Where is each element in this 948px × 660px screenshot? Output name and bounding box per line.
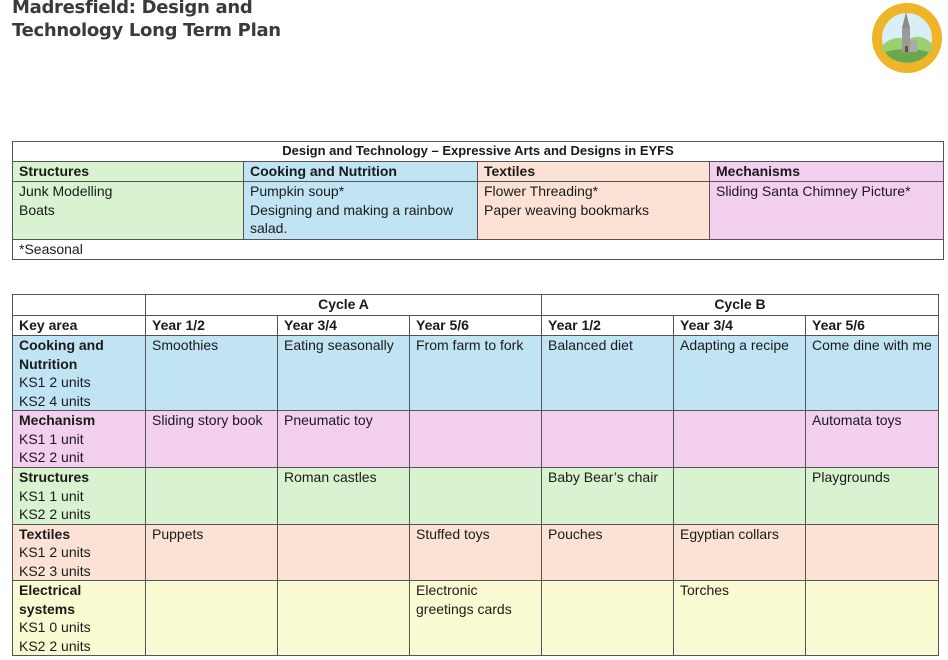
- empty-corner: [12, 294, 146, 316]
- unit-cell: Stuffed toys: [409, 523, 542, 581]
- unit-cell: [805, 580, 939, 656]
- unit-cell: [541, 580, 674, 656]
- unit-cell: Eating seasonally: [277, 335, 410, 411]
- unit-cell: [805, 523, 939, 581]
- key-area-cell: Textiles KS1 2 units KS2 3 units: [12, 523, 146, 581]
- eyfs-activity: Designing and making a rainbow salad.: [250, 201, 454, 237]
- unit-cell: Pouches: [541, 523, 674, 581]
- table-row: Textiles KS1 2 units KS2 3 units Puppets Stu…: [12, 523, 939, 581]
- units-count: KS2 2 units: [19, 637, 91, 654]
- eyfs-title: Design and Technology – Expressive Arts …: [12, 141, 944, 162]
- units-count: KS1 2 units: [19, 374, 91, 390]
- unit-cell: Puppets: [145, 523, 278, 581]
- table-row: Mechanism KS1 1 unit KS2 2 unit Sliding sto…: [12, 410, 939, 468]
- eyfs-activity: Paper weaving bookmarks: [484, 201, 649, 218]
- key-area-name: Electrical systems: [19, 582, 82, 617]
- key-area-header: Key area: [12, 315, 146, 336]
- units-count: KS2 2 unit: [19, 449, 84, 465]
- year-header: Year 1/2: [541, 315, 674, 336]
- eyfs-heading: Textiles: [477, 161, 710, 182]
- title-line: Technology Long Term Plan: [12, 20, 281, 41]
- unit-cell: [673, 467, 806, 525]
- unit-cell: [145, 467, 278, 525]
- year-header: Year 3/4: [277, 315, 410, 336]
- cycle-b-header: Cycle B: [541, 294, 939, 316]
- unit-cell: [145, 580, 278, 656]
- year-header: Year 5/6: [409, 315, 542, 336]
- table-row: Electrical systems KS1 0 units KS2 2 units…: [12, 580, 939, 656]
- eyfs-activities: Sliding Santa Chimney Picture*: [709, 181, 944, 240]
- eyfs-heading: Structures: [12, 161, 244, 182]
- year-header: Year 3/4: [673, 315, 806, 336]
- units-count: KS2 3 units: [19, 562, 91, 579]
- units-count: KS1 1 unit: [19, 430, 84, 447]
- eyfs-heading: Cooking and Nutrition: [243, 161, 478, 182]
- eyfs-activity: Junk Modelling: [19, 183, 113, 199]
- unit-cell: Torches: [673, 580, 806, 656]
- year-header: Year 5/6: [805, 315, 939, 336]
- unit-cell: [541, 410, 674, 468]
- eyfs-heading: Mechanisms: [709, 161, 944, 182]
- year-header: Year 1/2: [145, 315, 278, 336]
- unit-cell: Roman castles: [277, 467, 410, 525]
- unit-cell: [277, 523, 410, 581]
- unit-cell: Come dine with me: [805, 335, 939, 411]
- unit-cell: [409, 467, 542, 525]
- unit-cell: [673, 410, 806, 468]
- title-line: Madresfield: Design and: [12, 0, 253, 18]
- key-area-name: Cooking and Nutrition: [19, 337, 104, 372]
- unit-cell: [409, 410, 542, 468]
- eyfs-activity: Pumpkin soup*: [250, 183, 345, 199]
- unit-cell: [277, 580, 410, 656]
- eyfs-table: Design and Technology – Expressive Arts …: [12, 141, 944, 260]
- long-term-plan-table: Cycle A Cycle B Key area Year 1/2 Year 3/…: [12, 294, 939, 656]
- key-area-cell: Cooking and Nutrition KS1 2 units KS2 4 un…: [12, 335, 146, 411]
- units-count: KS2 4 units: [19, 392, 91, 409]
- table-row: Structures KS1 1 unit KS2 2 units Roman cas…: [12, 467, 939, 525]
- unit-cell: Egyptian collars: [673, 523, 806, 581]
- units-count: KS1 1 unit: [19, 487, 84, 504]
- unit-cell: Pneumatic toy: [277, 410, 410, 468]
- unit-cell: Adapting a recipe: [673, 335, 806, 411]
- cycle-a-header: Cycle A: [145, 294, 542, 316]
- unit-cell: Automata toys: [805, 410, 939, 468]
- key-area-name: Textiles: [19, 525, 71, 542]
- units-count: KS2 2 units: [19, 506, 91, 522]
- eyfs-activity: Boats: [19, 201, 55, 218]
- seasonal-footnote: *Seasonal: [12, 239, 944, 260]
- eyfs-activities: Junk Modelling Boats: [12, 181, 244, 240]
- unit-cell: Smoothies: [145, 335, 278, 411]
- school-logo: [872, 3, 942, 73]
- key-area-cell: Structures KS1 1 unit KS2 2 units: [12, 467, 146, 525]
- units-count: KS1 0 units: [19, 619, 91, 635]
- unit-cell: Baby Bear’s chair: [541, 467, 674, 525]
- key-area-cell: Electrical systems KS1 0 units KS2 2 units: [12, 580, 146, 656]
- unit-cell: Playgrounds: [805, 467, 939, 525]
- eyfs-activities: Pumpkin soup* Designing and making a rain…: [243, 181, 478, 240]
- unit-cell: From farm to fork: [409, 335, 542, 411]
- unit-cell: Balanced diet: [541, 335, 674, 411]
- eyfs-activity: Flower Threading*: [484, 183, 599, 199]
- units-count: KS1 2 units: [19, 544, 91, 560]
- eyfs-activities: Flower Threading* Paper weaving bookmarks: [477, 181, 710, 240]
- key-area-name: Mechanism: [19, 412, 96, 428]
- unit-cell: Electronic greetings cards: [409, 580, 542, 656]
- key-area-name: Structures: [19, 469, 90, 485]
- unit-cell: Sliding story book: [145, 410, 278, 468]
- table-row: Cooking and Nutrition KS1 2 units KS2 4 un…: [12, 335, 939, 411]
- key-area-cell: Mechanism KS1 1 unit KS2 2 unit: [12, 410, 146, 468]
- eyfs-activity: Sliding Santa Chimney Picture*: [716, 183, 911, 199]
- page-title: Madresfield: Design and Technology Long …: [12, 0, 281, 42]
